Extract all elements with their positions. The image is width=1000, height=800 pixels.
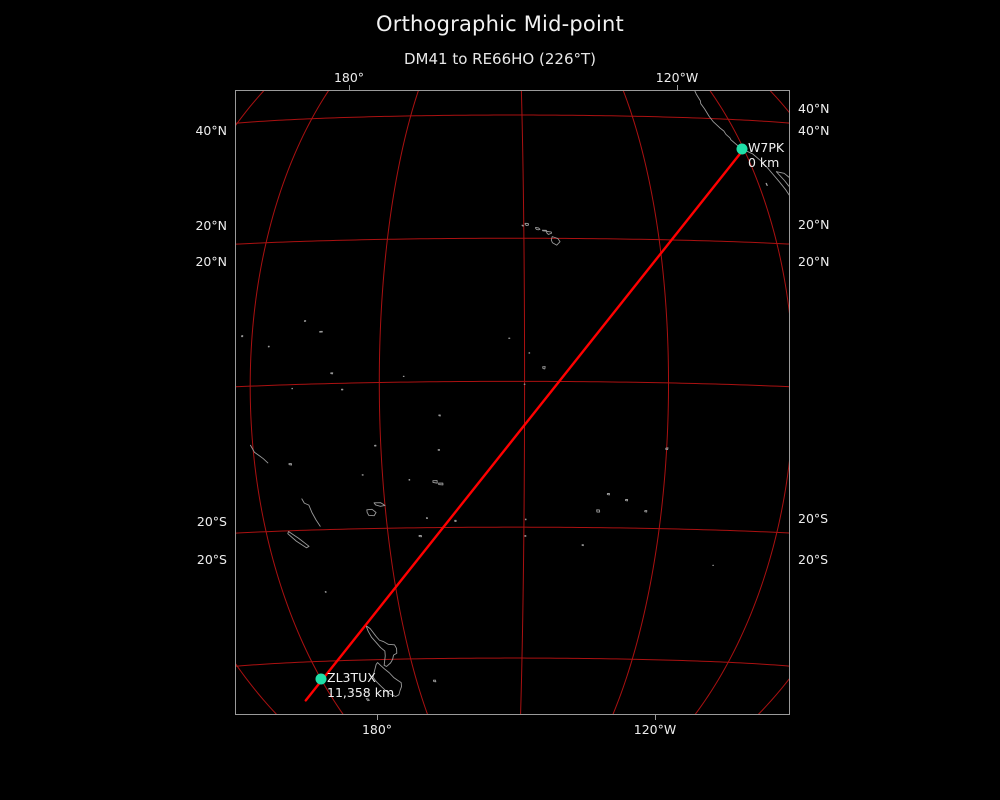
coastline-guadalupe [765, 182, 768, 187]
coastline-mexico-mainland-coast [775, 171, 789, 178]
station-marker-zl3tux[interactable] [315, 673, 327, 685]
coastline-austral-islands [581, 544, 584, 547]
map-plot-area[interactable] [235, 90, 790, 715]
graticule-meridian-140 [236, 91, 277, 714]
coastline-ponape [241, 335, 244, 338]
graticule-meridian-180 [378, 91, 428, 714]
coastline-rotuma [361, 474, 364, 476]
coastline-santa-cruz-islands [288, 463, 293, 466]
graticule-meridian--120 [694, 91, 789, 714]
coastline-wallis [408, 479, 411, 481]
axis-tick-top-1 [677, 85, 678, 90]
coastline-marquesas [665, 447, 669, 451]
axis-label-right-3: 20°N [798, 254, 830, 269]
coastline-marshall-b [303, 320, 307, 322]
axis-label-bottom-0: 180° [361, 722, 393, 737]
coastline-layer [241, 91, 789, 702]
coastline-samoa-upolu [438, 482, 444, 486]
coastline-tahiti [596, 509, 601, 513]
graticule-meridian--100 [757, 91, 789, 714]
coastline-solomon-islands [250, 444, 269, 464]
coastline-kiritimati [542, 366, 546, 370]
coastline-nz-south-island [372, 662, 402, 697]
coastline-tokelau [437, 449, 441, 451]
axis-label-right-4: 20°S [798, 511, 829, 526]
coastline-tuamotu-a [625, 499, 629, 502]
page-title: Orthographic Mid-point [376, 12, 624, 36]
axis-label-right-2: 20°N [798, 217, 830, 232]
coastline-hawaii-oahu [535, 227, 541, 231]
coastline-nz-north-island [365, 625, 398, 667]
station-marker-w7pk[interactable] [736, 143, 748, 155]
station-distance: 0 km [748, 154, 780, 170]
axis-label-top-1: 120°W [655, 70, 699, 85]
coastline-nz-stewart-island [365, 698, 370, 702]
graticule-parallel--40 [236, 657, 789, 667]
station-label-w7pk: W7PK 0 km [748, 140, 785, 170]
axis-tick-top-0 [349, 85, 350, 90]
graticule-layer [236, 91, 789, 714]
axis-label-right-0: 40°N [798, 101, 830, 116]
axis-label-right-5: 20°S [798, 552, 829, 567]
station-distance: 11,358 km [327, 684, 395, 700]
coastline-tarawa [330, 372, 334, 375]
axis-label-left-4: 20°S [196, 552, 227, 567]
axis-label-bottom-1: 120°W [633, 722, 677, 737]
axis-label-right-1: 40°N [798, 123, 830, 138]
axis-label-left-2: 20°N [195, 254, 227, 269]
graticule-meridian-160 [249, 91, 344, 714]
coastline-tonga-tongatapu [418, 535, 422, 538]
graticule-meridian--160 [520, 91, 526, 714]
station-callsign: ZL3TUX [327, 670, 376, 685]
coastline-tuamotu-b [644, 510, 648, 513]
coastline-hawaii-molokai [541, 229, 547, 232]
axis-tick-bottom-1 [655, 715, 656, 720]
coastline-hawaii-big-island [550, 236, 561, 246]
coastline-north-america-west-coast [694, 91, 789, 196]
coastline-gilbert-b [341, 388, 344, 391]
coastline-hawaii-kauai [524, 222, 530, 227]
coastline-norfolk [324, 591, 327, 593]
coastline-cook-aitutaki [524, 518, 527, 521]
coastline-phoenix-islands [438, 414, 441, 417]
axis-tick-bottom-0 [377, 715, 378, 720]
coastline-vanuatu [301, 498, 321, 527]
station-callsign: W7PK [748, 140, 785, 155]
graticule-parallel-20 [236, 237, 789, 245]
coastline-new-caledonia [287, 531, 310, 549]
coastline-tuamotu-c [606, 493, 610, 496]
coastline-kosrae [267, 345, 270, 348]
coastline-hawaii-maui [546, 230, 552, 235]
graticule-parallel-40 [236, 114, 789, 124]
axis-label-left-0: 40°N [195, 123, 227, 138]
axis-label-top-0: 180° [333, 70, 365, 85]
coastline-hawaii-niihau [521, 224, 524, 227]
station-label-zl3tux: ZL3TUX 11,358 km [327, 670, 395, 700]
coastline-niue [454, 519, 457, 522]
coastline-fiji-viti-levu [366, 508, 377, 517]
coastline-rarotonga [524, 535, 527, 537]
axis-label-left-3: 20°S [196, 514, 227, 529]
map-canvas [236, 91, 789, 714]
graticule-parallel-0 [236, 380, 789, 388]
coastline-tuvalu [374, 444, 377, 447]
coastline-fanning [528, 352, 531, 354]
coastline-majuro [319, 330, 323, 333]
great-circle-path [304, 148, 745, 702]
graticule-meridian--140 [612, 91, 670, 714]
coastline-chatham [432, 679, 437, 683]
axis-label-left-1: 20°N [195, 218, 227, 233]
coastline-fiji-vanua-levu [373, 502, 386, 507]
page-subtitle: DM41 to RE66HO (226°T) [403, 50, 596, 68]
graticule-parallel--20 [236, 526, 789, 534]
coastline-vavau [425, 517, 428, 520]
great-circle-path-layer [304, 148, 745, 702]
coastline-samoa-savaii [432, 480, 438, 484]
